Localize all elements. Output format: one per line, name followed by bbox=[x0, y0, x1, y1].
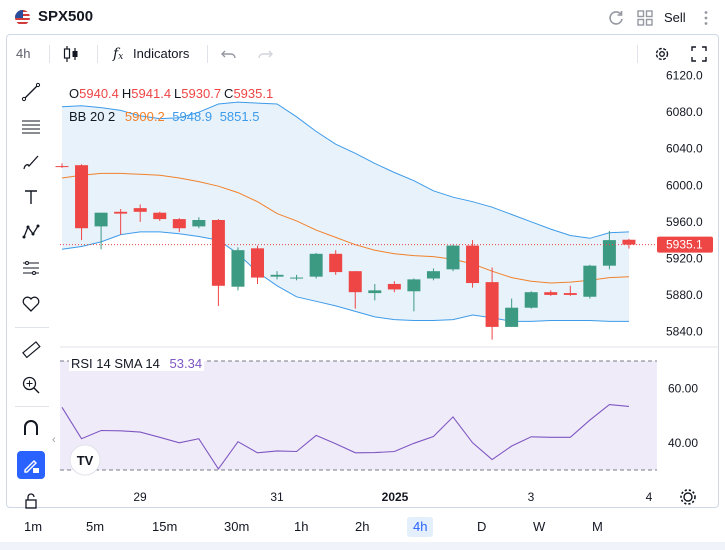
drawing-toolbar bbox=[7, 72, 57, 509]
timeframe-2h[interactable]: 2h bbox=[355, 519, 370, 534]
candles-icon bbox=[63, 45, 78, 62]
zoom-in-icon bbox=[22, 376, 40, 394]
bb-upper-value: 5948.9 bbox=[172, 109, 213, 124]
ohlc-open-value: 5940.4 bbox=[79, 86, 119, 101]
bollinger-legend[interactable]: BB 20 2 5900.2 5948.9 5851.5 bbox=[69, 109, 259, 124]
bb-params: 20 2 bbox=[89, 109, 116, 124]
trend-line-tool[interactable] bbox=[19, 80, 43, 104]
text-icon bbox=[25, 190, 37, 204]
trend-line-icon bbox=[21, 82, 41, 102]
timeframe-5m[interactable]: 5m bbox=[86, 519, 105, 534]
grid-icon[interactable] bbox=[636, 9, 654, 27]
fib-lines-icon bbox=[22, 120, 40, 134]
pattern-icon bbox=[22, 224, 40, 239]
fib-retracement-tool[interactable] bbox=[19, 115, 43, 139]
collapse-toolbar-arrow-icon[interactable]: ‹ bbox=[52, 434, 56, 446]
indicators-button[interactable]: Indicators bbox=[133, 46, 190, 61]
interval-button[interactable]: 4h bbox=[16, 46, 31, 61]
ruler-tool[interactable] bbox=[19, 338, 43, 362]
refresh-icon[interactable] bbox=[606, 8, 626, 28]
zoom-tool[interactable] bbox=[19, 373, 43, 397]
fullscreen-button[interactable] bbox=[691, 35, 707, 72]
footer-strip bbox=[0, 542, 725, 550]
ohlc-open-key: O bbox=[69, 86, 80, 101]
ohlc-high-value: 5941.4 bbox=[131, 86, 172, 101]
symbol-header: SPX500 Sell bbox=[0, 0, 725, 34]
magnet-icon bbox=[24, 420, 38, 435]
rsi-value: 53.34 bbox=[169, 356, 203, 371]
heart-icon bbox=[22, 296, 40, 312]
position-icon bbox=[23, 261, 39, 275]
timeframe-1h[interactable]: 1h bbox=[294, 519, 309, 534]
more-vertical-icon[interactable] bbox=[703, 10, 709, 26]
toolbar-divider bbox=[15, 406, 49, 407]
toolbar-divider bbox=[15, 327, 49, 328]
ohlc-close-key: C bbox=[224, 86, 234, 101]
favorites-tool[interactable] bbox=[19, 292, 43, 316]
bb-lower-value: 5851.5 bbox=[219, 109, 260, 124]
magnet-tool[interactable] bbox=[19, 416, 43, 440]
pencil-lock-icon bbox=[24, 460, 39, 473]
undo-icon bbox=[221, 50, 236, 58]
rsi-legend[interactable]: RSI 14 SMA 14 53.34 bbox=[69, 356, 205, 371]
timeframe-m[interactable]: M bbox=[592, 519, 603, 534]
ohlc-high-key: H bbox=[121, 86, 132, 101]
ohlc-legend: O5940.4 H5941.4 L5930.7 C5935.1 bbox=[69, 86, 273, 101]
timeframe-30m[interactable]: 30m bbox=[224, 519, 250, 534]
toolbar-divider bbox=[49, 45, 50, 63]
chart-type-button[interactable] bbox=[63, 35, 79, 72]
bb-name: BB bbox=[69, 109, 87, 124]
bb-basis-value: 5900.2 bbox=[124, 109, 165, 124]
gear-icon bbox=[655, 47, 669, 60]
timeframe-1m[interactable]: 1m bbox=[24, 519, 43, 534]
toolbar-divider bbox=[637, 45, 638, 63]
toolbar-divider bbox=[207, 45, 208, 63]
pattern-tool[interactable] bbox=[19, 220, 43, 244]
symbol-title[interactable]: SPX500 bbox=[38, 8, 94, 25]
ohlc-close-value: 5935.1 bbox=[233, 86, 274, 101]
timeframe-d[interactable]: D bbox=[477, 519, 487, 534]
fullscreen-icon bbox=[691, 45, 707, 62]
toolbar-divider bbox=[97, 45, 98, 63]
ohlc-low-value: 5930.7 bbox=[181, 86, 222, 101]
rsi-name: RSI bbox=[71, 356, 93, 371]
redo-icon bbox=[258, 50, 273, 58]
timeframe-w[interactable]: W bbox=[533, 519, 546, 534]
undo-button[interactable] bbox=[221, 35, 237, 72]
redo-button[interactable] bbox=[257, 35, 273, 72]
rsi-params: 14 SMA 14 bbox=[96, 356, 160, 371]
us-flag-icon bbox=[15, 10, 30, 25]
chart-frame bbox=[6, 34, 719, 508]
sell-button[interactable]: Sell bbox=[664, 10, 686, 25]
measure-tool[interactable] bbox=[19, 256, 43, 280]
brush-tool[interactable] bbox=[19, 150, 43, 174]
brush-icon bbox=[23, 155, 39, 170]
ohlc-low-key: L bbox=[174, 86, 182, 101]
ruler-icon bbox=[22, 341, 41, 359]
lock-drawing-tool[interactable] bbox=[17, 451, 45, 479]
timeframe-4h[interactable]: 4h bbox=[407, 517, 434, 537]
lock-icon bbox=[25, 493, 37, 509]
text-tool[interactable] bbox=[19, 185, 43, 209]
settings-button[interactable] bbox=[653, 35, 671, 72]
timeframe-15m[interactable]: 15m bbox=[152, 519, 178, 534]
timeframe-bar: 1m 5m 15m 30m 1h 2h 4h D W M bbox=[0, 513, 725, 541]
lock-tool[interactable] bbox=[19, 489, 43, 513]
